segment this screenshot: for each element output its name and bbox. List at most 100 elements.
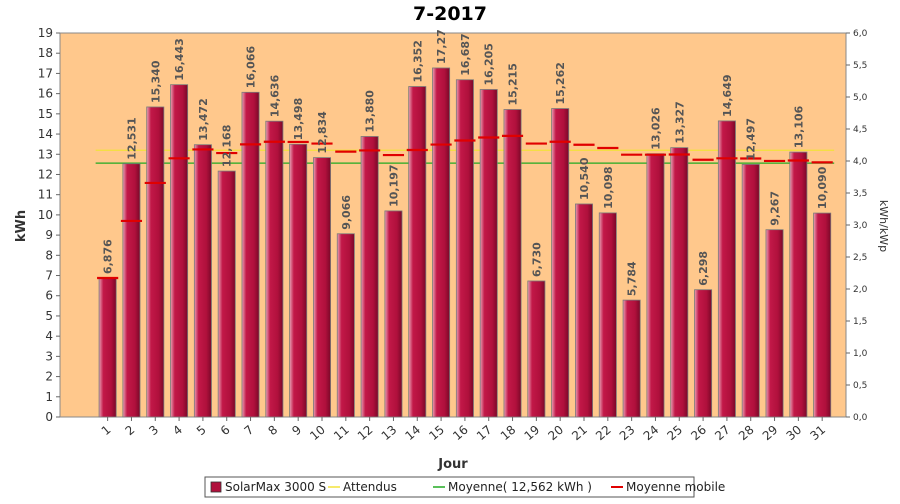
y-tick-label: 13 <box>38 147 53 161</box>
x-tick-label: 12 <box>355 423 376 444</box>
bar-value-label: 15,340 <box>149 60 162 103</box>
x-tick-label: 19 <box>522 423 543 444</box>
y-axis-label: kWh <box>14 210 29 242</box>
legend-label: Moyenne mobile <box>626 480 725 494</box>
legend: SolarMax 3000 S Attendus Moyenne( 12,562 k… <box>204 476 725 498</box>
y-tick-label: 18 <box>38 46 53 60</box>
bar-value-label: 10,090 <box>816 166 829 209</box>
legend-label: SolarMax 3000 S <box>225 480 326 494</box>
y-tick-label: 16 <box>38 87 53 101</box>
bar <box>479 89 498 418</box>
x-tick-label: 10 <box>307 423 328 444</box>
bar <box>170 84 189 418</box>
bar <box>432 67 451 418</box>
bar-value-label: 12,834 <box>316 111 329 154</box>
bar-value-label: 13,106 <box>792 105 805 148</box>
y-tick-label: 8 <box>45 248 53 262</box>
x-tick-label: 20 <box>545 423 566 444</box>
y2-tick-label: 6,0 <box>853 29 868 39</box>
x-tick-label: 21 <box>569 423 590 444</box>
y-tick-label: 5 <box>45 309 53 323</box>
bar <box>765 229 784 418</box>
x-tick-label: 9 <box>289 423 304 439</box>
y2-axis: 0,0 0,5 1,0 1,5 2,0 2,5 3,0 3,5 4,0 4,5 5,0 5,5 6,0 <box>846 29 868 423</box>
x-tick-label: 27 <box>712 423 733 444</box>
y2-tick-label: 0,5 <box>853 381 867 391</box>
bar-value-label: 16,352 <box>411 40 424 82</box>
x-tick-label: 17 <box>474 423 495 444</box>
bar-value-label: 16,687 <box>459 33 472 75</box>
bar <box>217 170 236 418</box>
bar <box>789 151 808 418</box>
x-tick-label: 7 <box>242 423 257 439</box>
x-tick-label: 30 <box>784 423 805 444</box>
y2-tick-label: 1,5 <box>853 317 867 327</box>
y2-tick-label: 3,0 <box>853 221 868 231</box>
x-tick-label: 24 <box>641 423 662 444</box>
x-tick-label: 28 <box>736 423 757 444</box>
y2-tick-label: 4,5 <box>853 125 867 135</box>
x-tick-label: 29 <box>760 423 781 444</box>
legend-swatch <box>210 481 222 493</box>
legend-box <box>204 476 695 498</box>
bar <box>598 212 617 418</box>
bar <box>265 120 284 418</box>
y2-tick-label: 0,0 <box>853 413 868 423</box>
y-tick-label: 14 <box>38 127 53 141</box>
bar-value-label: 12,168 <box>221 125 234 167</box>
plot-area <box>59 32 847 418</box>
y-tick-label: 17 <box>38 66 53 80</box>
y-tick-label: 9 <box>45 228 53 242</box>
y2-tick-label: 4,0 <box>853 157 868 167</box>
bar-value-label: 17,27 <box>435 29 448 64</box>
bar <box>360 136 379 418</box>
bar <box>289 143 308 418</box>
x-tick-label: 26 <box>688 423 709 444</box>
x-tick-label: 14 <box>402 423 423 444</box>
y-tick-label: 10 <box>38 208 53 222</box>
bar-value-label: 13,026 <box>649 107 662 150</box>
bar <box>408 86 427 418</box>
bar <box>670 147 689 418</box>
bar <box>193 144 212 418</box>
y-tick-label: 4 <box>45 329 53 343</box>
bar-value-label: 9,066 <box>340 195 353 230</box>
bar <box>455 79 474 418</box>
bar-value-label: 12,531 <box>125 117 138 159</box>
bar <box>241 91 260 418</box>
bar <box>313 157 331 418</box>
y2-tick-label: 2,0 <box>853 285 868 295</box>
bar-value-label: 13,498 <box>292 98 305 140</box>
x-tick-label: 4 <box>170 423 185 439</box>
bar-value-label: 16,066 <box>245 46 258 89</box>
x-tick-label: 11 <box>331 423 352 444</box>
x-tick-label: 8 <box>265 423 280 439</box>
x-axis: 1 2 3 4 5 6 7 8 9 10 11 12 13 14 15 16 17 18 19 20 21 22 23 24 2… <box>99 417 828 443</box>
bar-value-label: 9,267 <box>769 191 782 226</box>
legend-label: Attendus <box>343 480 397 494</box>
bar <box>575 203 593 418</box>
bar <box>503 109 522 418</box>
x-tick-label: 25 <box>664 423 685 444</box>
x-tick-label: 15 <box>426 423 447 444</box>
bar-value-label: 10,098 <box>602 166 615 208</box>
bar-value-label: 13,472 <box>197 98 210 140</box>
y-tick-label: 2 <box>45 370 53 384</box>
x-tick-label: 13 <box>379 423 400 444</box>
y-tick-label: 3 <box>45 349 53 363</box>
bar <box>813 212 832 418</box>
bar <box>741 164 760 418</box>
bar-value-label: 16,205 <box>483 43 496 85</box>
x-tick-label: 22 <box>593 423 614 444</box>
x-tick-label: 2 <box>123 423 138 439</box>
y2-tick-label: 5,0 <box>853 93 868 103</box>
bar <box>646 153 665 418</box>
y2-tick-label: 2,5 <box>853 253 867 263</box>
legend-label: Moyenne( 12,562 kWh ) <box>448 480 592 494</box>
bar-value-label: 12,497 <box>745 118 758 160</box>
bar <box>384 210 403 418</box>
y2-tick-label: 5,5 <box>853 61 867 71</box>
